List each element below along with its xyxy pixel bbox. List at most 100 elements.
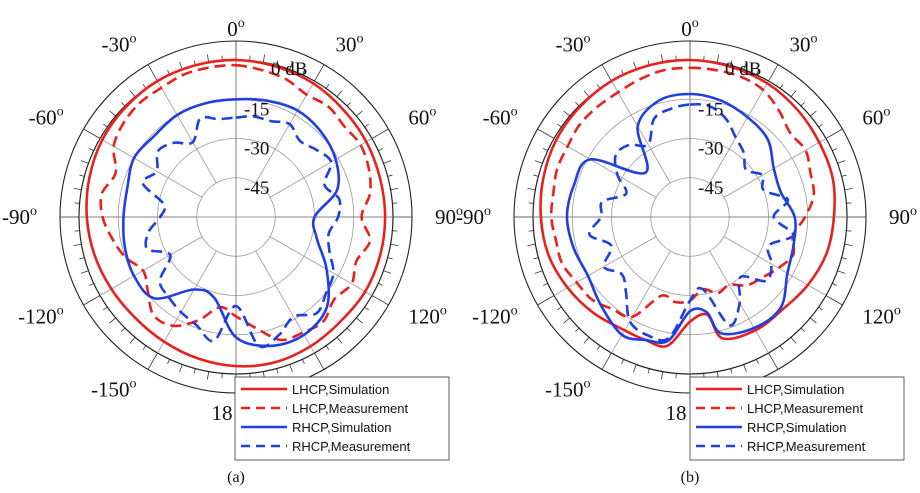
- angle-tick: [387, 257, 393, 260]
- grid-spoke: [269, 236, 373, 296]
- angle-tick-label: -150o: [91, 376, 137, 401]
- angle-tick: [768, 352, 779, 370]
- polar-chart-b: 0 dB-15 -30 -45 0o 30o 60o 90o 120o 18 -150o -120o…: [456, 16, 917, 461]
- angle-tick: [779, 84, 784, 89]
- legend: LHCP,Simulation LHCP,Measurement RHCP,Simu…: [689, 376, 905, 461]
- angle-tick: [378, 282, 383, 286]
- angle-tick: [575, 327, 580, 332]
- radial-labels: 0 dB-15 -30 -45: [698, 59, 761, 199]
- angle-tick-label: 0o: [227, 16, 245, 41]
- radial-tick-label: 0 dB: [725, 59, 761, 80]
- angle-tick: [755, 70, 759, 75]
- angle-tick: [768, 64, 779, 82]
- grid-spoke: [723, 138, 827, 198]
- angle-tick: [575, 102, 580, 107]
- angle-tick: [543, 148, 548, 152]
- angle-tick: [844, 243, 853, 247]
- angle-tick: [837, 270, 846, 274]
- angle-tick-label: -120o: [472, 304, 518, 329]
- angle-tick: [336, 337, 343, 344]
- grid-spoke: [255, 250, 315, 354]
- angle-tick: [633, 364, 637, 373]
- angle-tick: [743, 364, 747, 373]
- angle-tick: [390, 243, 399, 247]
- legend-label: RHCP,Measurement: [292, 439, 411, 454]
- legend-label: LHCP,Simulation: [747, 382, 844, 397]
- series-line-lhcp-measurement: [99, 63, 372, 342]
- angle-tick: [387, 174, 393, 177]
- radial-tick-label: -45: [244, 178, 269, 199]
- angle-tick-label: 0o: [681, 16, 699, 41]
- radial-tick-label: 0 dB: [271, 59, 307, 80]
- angle-tick: [314, 352, 325, 370]
- angle-tick: [121, 102, 126, 107]
- angle-tick: [179, 364, 183, 373]
- angle-tick: [89, 282, 94, 286]
- angle-tick: [832, 282, 837, 286]
- angle-tick: [73, 187, 82, 191]
- angle-tick-label: -150o: [545, 376, 591, 401]
- angle-tick-label: -120o: [18, 304, 64, 329]
- angle-tick: [371, 295, 389, 306]
- angle-tick: [837, 160, 846, 164]
- grid-spoke: [611, 250, 671, 354]
- angle-tick-label: 120o: [408, 304, 447, 329]
- angle-tick: [647, 368, 650, 374]
- legend-label: LHCP,Measurement: [747, 401, 863, 416]
- angle-tick: [371, 128, 389, 139]
- angle-tick-label: 18: [666, 401, 687, 425]
- angle-tick: [356, 317, 363, 324]
- angle-tick: [527, 243, 536, 247]
- angle-tick: [800, 102, 805, 107]
- angle-tick: [810, 317, 817, 324]
- angle-tick: [80, 270, 89, 274]
- radial-tick-label: -30: [698, 139, 723, 160]
- angle-tick-label: 60o: [862, 105, 890, 130]
- legend-label: RHCP,Measurement: [747, 439, 866, 454]
- angle-tick: [142, 345, 147, 350]
- grid-spoke: [553, 236, 657, 296]
- angle-tick: [844, 187, 853, 191]
- angle-tick-label: -60o: [29, 105, 64, 130]
- legend-box: [234, 376, 450, 461]
- angle-tick: [276, 60, 279, 66]
- angle-tick: [730, 60, 733, 66]
- angle-tick: [755, 359, 759, 364]
- panel-caption-b: (b): [681, 469, 700, 486]
- angle-tick-label: -90o: [456, 204, 491, 229]
- angle-tick: [356, 110, 363, 117]
- angle-tick: [262, 54, 266, 63]
- angle-tick: [301, 359, 305, 364]
- legend-label: LHCP,Measurement: [292, 401, 408, 416]
- angle-tick: [364, 306, 369, 311]
- radial-tick-label: -45: [698, 178, 723, 199]
- angle-tick: [800, 327, 805, 332]
- angle-tick: [534, 270, 543, 274]
- angle-tick: [537, 128, 555, 139]
- angle-tick-label: 18: [212, 401, 233, 425]
- angle-tick: [314, 64, 325, 82]
- angle-tick-label: 60o: [408, 105, 436, 130]
- angle-tick: [289, 364, 293, 373]
- angle-tick-label: -60o: [483, 105, 518, 130]
- angle-labels: 0o 30o 60o 90o 120o 18 -150o -120o -90o -60o -30o: [456, 16, 917, 425]
- angle-tick: [621, 359, 625, 364]
- angle-tick: [121, 327, 126, 332]
- grid-spoke: [611, 80, 671, 184]
- angle-tick-label: 30o: [336, 32, 364, 57]
- angle-tick: [534, 160, 543, 164]
- angle-tick: [825, 295, 843, 306]
- angle-tick: [841, 257, 847, 260]
- grid-spoke: [157, 80, 217, 184]
- angle-tick: [364, 123, 369, 128]
- series-line-rhcp-simulation: [565, 92, 797, 345]
- angle-tick: [790, 90, 797, 97]
- angle-tick: [390, 187, 399, 191]
- grid-spoke: [709, 250, 769, 354]
- grid-spoke: [709, 80, 769, 184]
- angle-tick: [147, 64, 158, 82]
- angle-tick: [383, 160, 392, 164]
- angle-tick-label: -30o: [556, 32, 591, 57]
- angle-tick: [83, 295, 101, 306]
